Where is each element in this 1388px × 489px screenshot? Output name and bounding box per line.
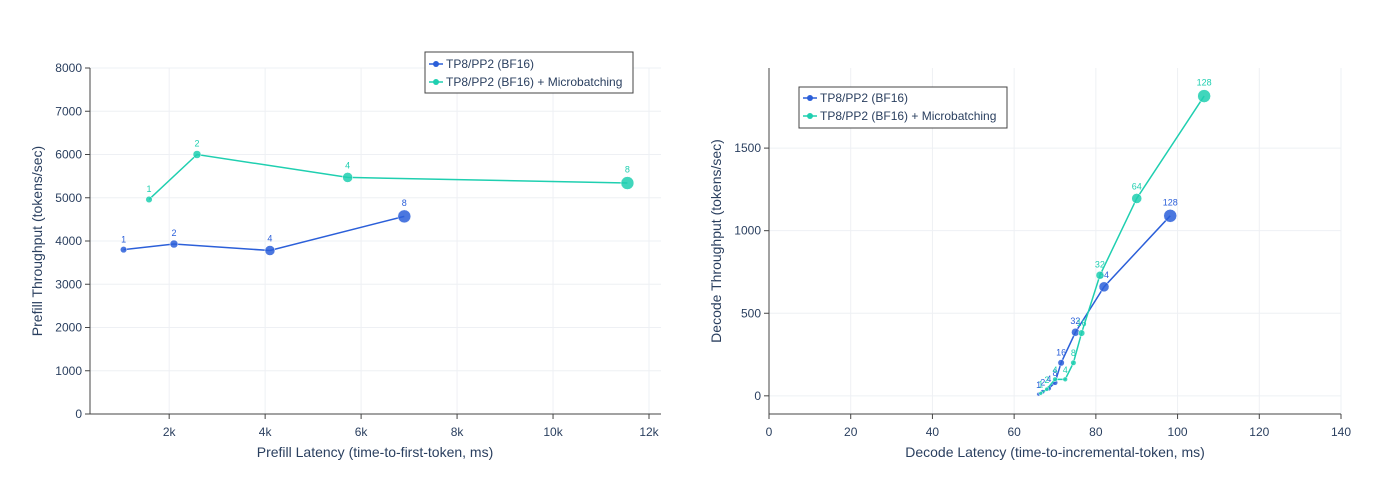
- decode-series-1-point-5[interactable]: [1078, 329, 1086, 337]
- prefill-x-axis-title: Prefill Latency (time-to-first-token, ms…: [257, 444, 494, 460]
- prefill-y-tick-label-1: 1000: [55, 364, 82, 378]
- prefill-series-0-data-label-0: 1: [121, 234, 126, 244]
- decode-series-1-point-4[interactable]: [1070, 359, 1077, 366]
- decode-series-1-data-label-8: 128: [1197, 78, 1212, 88]
- prefill-series-1-data-label-0: 1: [147, 184, 152, 194]
- prefill-series-0-point-1[interactable]: [169, 239, 179, 249]
- decode-series-0-data-label-1: 2: [1040, 378, 1045, 388]
- decode-series-1-point-8[interactable]: [1197, 89, 1211, 103]
- decode-series-1-data-label-5: 16: [1077, 318, 1087, 328]
- prefill-series-1-line: [148, 153, 628, 201]
- decode-series-1-data-label-4: 8: [1071, 348, 1076, 358]
- decode-ticks: 0 20 40 60 80 100 120 140 0 500 1000 1500: [734, 141, 1351, 439]
- decode-legend-marker-b: [807, 113, 813, 119]
- prefill-series-0-point-3[interactable]: [397, 209, 412, 224]
- decode-series: 124816326412812448163264128: [1036, 78, 1212, 397]
- prefill-series-1-data-label-1: 2: [194, 139, 199, 149]
- decode-legend[interactable]: TP8/PP2 (BF16) TP8/PP2 (BF16) + Microbat…: [798, 86, 1008, 129]
- prefill-legend-marker-a: [433, 61, 439, 67]
- decode-x-tick-label-3: 60: [1007, 425, 1021, 439]
- prefill-series-1-point-3[interactable]: [620, 176, 635, 190]
- prefill-y-tick-label-6: 6000: [55, 148, 82, 162]
- prefill-legend-marker-b: [433, 79, 439, 85]
- prefill-x-tick-label-1: 4k: [259, 425, 273, 439]
- prefill-series-1-point-2[interactable]: [342, 172, 353, 183]
- decode-legend-box: [798, 86, 1008, 129]
- decode-series-0-data-label-0: 1: [1036, 380, 1041, 390]
- decode-series-1-point-1[interactable]: [1044, 386, 1050, 392]
- decode-series-1-point-0[interactable]: [1038, 391, 1043, 396]
- prefill-legend-label-a: TP8/PP2 (BF16): [446, 57, 534, 71]
- prefill-legend-label-b: TP8/PP2 (BF16) + Microbatching: [446, 75, 622, 89]
- decode-y-tick-label-2: 1000: [734, 224, 761, 238]
- decode-legend-marker-a: [807, 95, 813, 101]
- prefill-legend-box: [424, 51, 634, 94]
- prefill-ticks: 2k 4k 6k 8k 10k 12k 0 1000 2000 3000 4000 5000 6000 7…: [55, 61, 659, 439]
- prefill-series-0-data-label-2: 4: [267, 233, 272, 243]
- decode-series-0-data-label-5: 32: [1070, 316, 1080, 326]
- decode-series-1-point-6[interactable]: [1095, 271, 1105, 280]
- prefill-series-1-point-1[interactable]: [192, 150, 202, 159]
- prefill-series-0-point-0[interactable]: [120, 246, 128, 254]
- decode-x-tick-label-6: 120: [1249, 425, 1269, 439]
- prefill-y-tick-label-7: 7000: [55, 104, 82, 118]
- decode-x-tick-label-1: 20: [844, 425, 858, 439]
- prefill-y-tick-label-8: 8000: [55, 61, 82, 75]
- decode-series-1-data-label-0: 1: [1038, 379, 1043, 389]
- decode-series-1-point-2[interactable]: [1052, 376, 1058, 382]
- decode-series-0-point-4[interactable]: [1057, 359, 1065, 367]
- decode-series-1-point-3[interactable]: [1062, 376, 1068, 382]
- prefill-series-1-data-label-3: 8: [625, 165, 630, 175]
- decode-series-1-point-7[interactable]: [1131, 193, 1142, 204]
- decode-x-tick-label-7: 140: [1331, 425, 1351, 439]
- decode-series-0-data-label-7: 128: [1163, 197, 1178, 207]
- prefill-x-tick-label-2: 6k: [355, 425, 369, 439]
- decode-series-1-data-label-1: 2: [1044, 375, 1049, 385]
- prefill-series-1-data-label-2: 4: [345, 160, 350, 170]
- prefill-series-0-data-label-1: 2: [171, 228, 176, 238]
- prefill-y-tick-label-2: 2000: [55, 321, 82, 335]
- prefill-x-tick-label-4: 10k: [543, 425, 563, 439]
- prefill-y-tick-label-4: 4000: [55, 234, 82, 248]
- prefill-grid: [90, 67, 661, 415]
- prefill-x-tick-label-3: 8k: [451, 425, 465, 439]
- decode-legend-label-b: TP8/PP2 (BF16) + Microbatching: [820, 109, 996, 123]
- prefill-series-0-data-label-3: 8: [402, 198, 407, 208]
- prefill-y-axis-title: Prefill Throughput (tokens/sec): [29, 146, 45, 336]
- decode-y-tick-label-0: 0: [754, 389, 761, 403]
- decode-series-1-data-label-2: 4: [1052, 365, 1057, 375]
- prefill-x-tick-label-0: 2k: [163, 425, 177, 439]
- prefill-series-0-line: [123, 215, 405, 252]
- prefill-y-tick-label-3: 3000: [55, 277, 82, 291]
- prefill-series-0-point-2[interactable]: [264, 245, 276, 256]
- decode-y-axis-title: Decode Throughput (tokens/sec): [708, 139, 724, 343]
- decode-series-1-data-label-3: 4: [1063, 365, 1068, 375]
- decode-x-tick-label-2: 40: [926, 425, 940, 439]
- decode-x-tick-label-0: 0: [766, 425, 773, 439]
- prefill-y-tick-label-0: 0: [75, 407, 82, 421]
- decode-series-0-point-7[interactable]: [1163, 209, 1177, 223]
- decode-y-tick-label-1: 500: [741, 306, 761, 320]
- prefill-y-tick-label-5: 5000: [55, 191, 82, 205]
- decode-series-0-point-6[interactable]: [1098, 281, 1110, 293]
- prefill-chart: 2k 4k 6k 8k 10k 12k 0 1000 2000 3000 4000 5000 6000 7…: [29, 51, 661, 460]
- decode-series-1-data-label-6: 32: [1095, 259, 1105, 269]
- prefill-legend[interactable]: TP8/PP2 (BF16) TP8/PP2 (BF16) + Microbat…: [424, 51, 634, 94]
- decode-axes: [768, 68, 1341, 415]
- decode-series-0-data-label-2: 4: [1046, 374, 1051, 384]
- decode-x-tick-label-5: 100: [1168, 425, 1188, 439]
- decode-x-tick-label-4: 80: [1089, 425, 1103, 439]
- decode-series-0-data-label-4: 16: [1056, 348, 1066, 358]
- decode-series-0-data-label-3: 8: [1052, 368, 1057, 378]
- prefill-x-tick-label-5: 12k: [639, 425, 659, 439]
- decode-x-axis-title: Decode Latency (time-to-incremental-toke…: [905, 444, 1205, 460]
- prefill-series-1-point-0[interactable]: [145, 195, 153, 203]
- decode-legend-label-a: TP8/PP2 (BF16): [820, 91, 908, 105]
- decode-series-1-data-label-7: 64: [1132, 181, 1142, 191]
- decode-y-tick-label-3: 1500: [734, 141, 761, 155]
